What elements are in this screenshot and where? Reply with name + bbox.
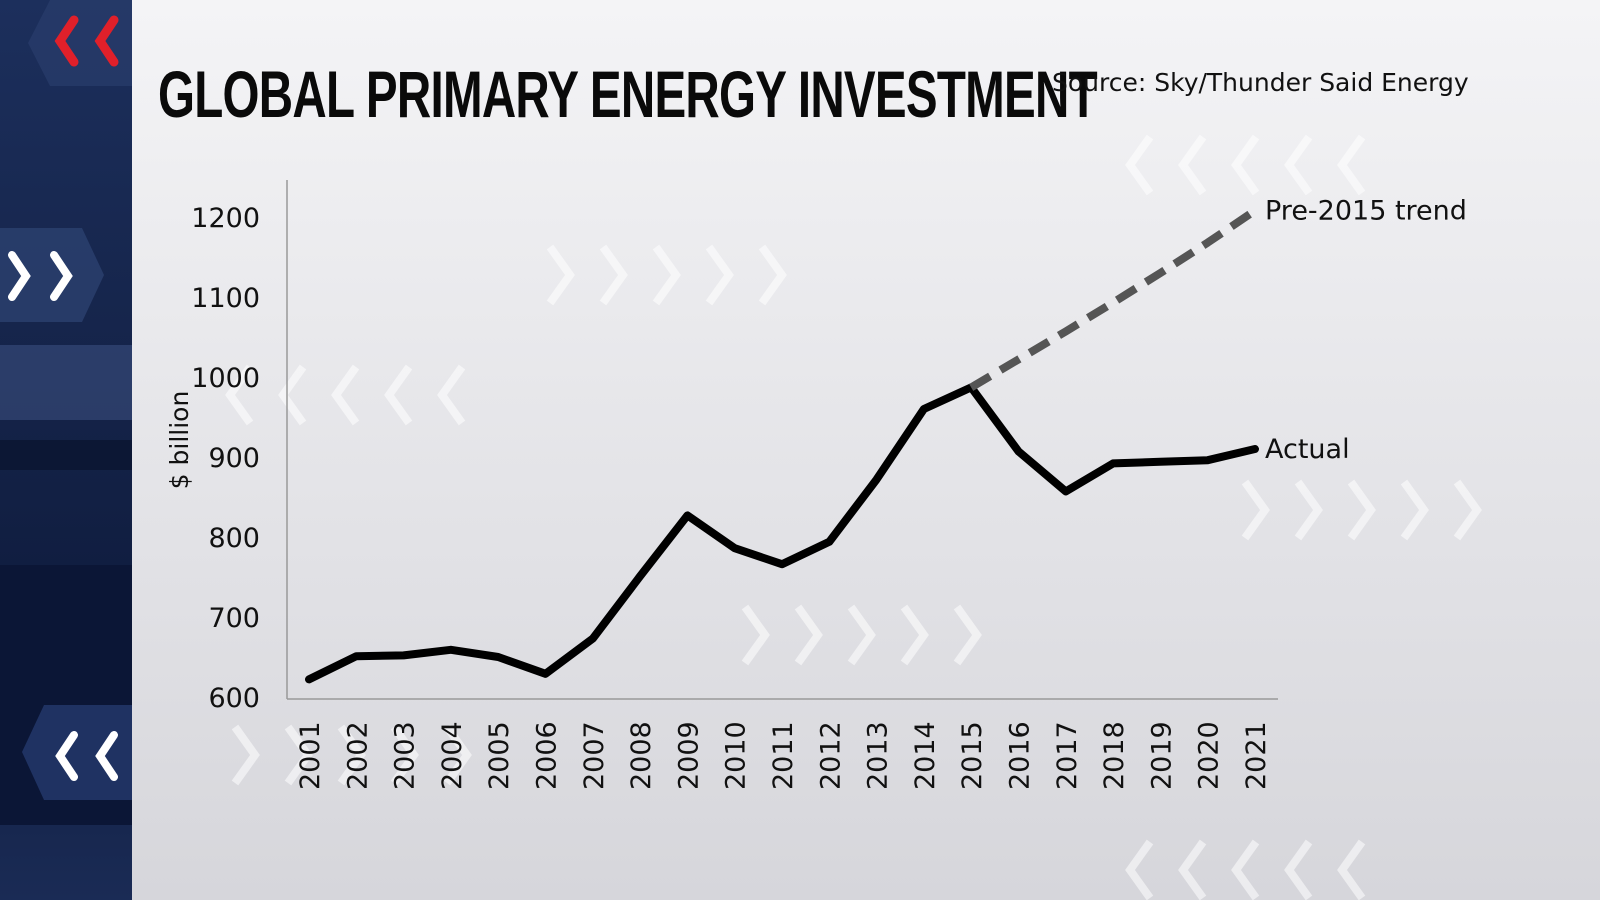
background-chevron: [384, 364, 413, 426]
background-chevron: [953, 604, 982, 666]
x-tick-label: 2018: [1099, 721, 1130, 790]
double-chevron-left-icon: [54, 15, 119, 67]
background-chevron: [1337, 134, 1366, 196]
x-tick-label: 2019: [1146, 721, 1177, 790]
x-tick-label: 2005: [484, 721, 515, 790]
background-chevron: [1400, 479, 1429, 541]
sidebar-decoration: [0, 0, 132, 900]
background-chevron: [705, 244, 734, 306]
background-chevrons: [225, 134, 1482, 900]
sidebar-tab: [22, 705, 132, 800]
background-chevron: [437, 364, 466, 426]
background-chevron: [794, 604, 823, 666]
y-tick-label: 800: [208, 523, 260, 554]
background-chevron: [758, 244, 787, 306]
background-chevron: [337, 724, 366, 786]
sidebar-tab: [0, 228, 104, 322]
background-chevron: [443, 724, 472, 786]
y-tick-label: 1000: [191, 363, 260, 394]
background-chevron: [1337, 839, 1366, 900]
x-tick-label: 2010: [721, 721, 752, 790]
y-tick-label: 600: [208, 683, 260, 714]
x-tick-label: 2007: [579, 721, 610, 790]
x-tick-label: 2004: [437, 721, 468, 790]
background-chevron: [225, 364, 254, 426]
y-tick-label: 900: [208, 443, 260, 474]
background-chevron: [599, 244, 628, 306]
background-chevron: [1284, 839, 1313, 900]
background-chevron: [1284, 134, 1313, 196]
background-chevron: [1347, 479, 1376, 541]
source-note: Source: Sky/Thunder Said Energy: [1052, 68, 1469, 97]
background-chevron: [1231, 134, 1260, 196]
background-chevron: [741, 604, 770, 666]
y-tick-label: 1200: [191, 203, 260, 234]
x-tick-label: 2002: [342, 721, 373, 790]
sidebar-band: [0, 345, 132, 420]
actual-line: [305, 383, 1259, 684]
x-tick-label: 2017: [1052, 721, 1083, 790]
background-chevron: [1453, 479, 1482, 541]
x-tick-label: 2001: [295, 721, 326, 790]
background-chevron: [1178, 134, 1207, 196]
double-chevron-left-icon: [55, 731, 118, 781]
y-tick-label: 700: [208, 603, 260, 634]
sidebar-band: [0, 440, 132, 470]
x-tick-label: 2009: [673, 721, 704, 790]
background-chevron: [1125, 134, 1154, 196]
x-tick-label: 2003: [390, 721, 421, 790]
page-title: GLOBAL PRIMARY ENERGY INVESTMENT: [158, 57, 1098, 131]
x-tick-label: 2006: [532, 721, 563, 790]
y-tick-label: 1100: [191, 283, 260, 314]
background-chevron: [546, 244, 575, 306]
series-label: Actual: [1265, 434, 1350, 465]
x-tick-label: 2011: [768, 721, 799, 790]
x-tick-label: 2021: [1241, 721, 1272, 790]
background-chevron: [1231, 839, 1260, 900]
x-tick-label: 2014: [910, 721, 941, 790]
background-chevron: [847, 604, 876, 666]
background-chevron: [900, 604, 929, 666]
trend-line: [969, 207, 1258, 391]
sidebar-tab: [28, 0, 132, 86]
background-chevron: [331, 364, 360, 426]
y-axis-label: $ billion: [165, 391, 194, 490]
x-tick-label: 2015: [957, 721, 988, 790]
x-tick-label: 2020: [1194, 721, 1225, 790]
background-chevron: [231, 724, 260, 786]
x-tick-label: 2013: [863, 721, 894, 790]
background-chevron: [1241, 479, 1270, 541]
series-label: Pre-2015 trend: [1265, 196, 1467, 227]
background-chevron: [1178, 839, 1207, 900]
x-tick-label: 2012: [815, 721, 846, 790]
x-tick-label: 2016: [1005, 721, 1036, 790]
background-chevron: [284, 724, 313, 786]
x-tick-label: 2008: [626, 721, 657, 790]
double-chevron-right-icon: [8, 251, 73, 301]
background-chevron: [278, 364, 307, 426]
background-chevron: [652, 244, 681, 306]
background-chevron: [1125, 839, 1154, 900]
background-chevron: [390, 724, 419, 786]
background-chevron: [1294, 479, 1323, 541]
